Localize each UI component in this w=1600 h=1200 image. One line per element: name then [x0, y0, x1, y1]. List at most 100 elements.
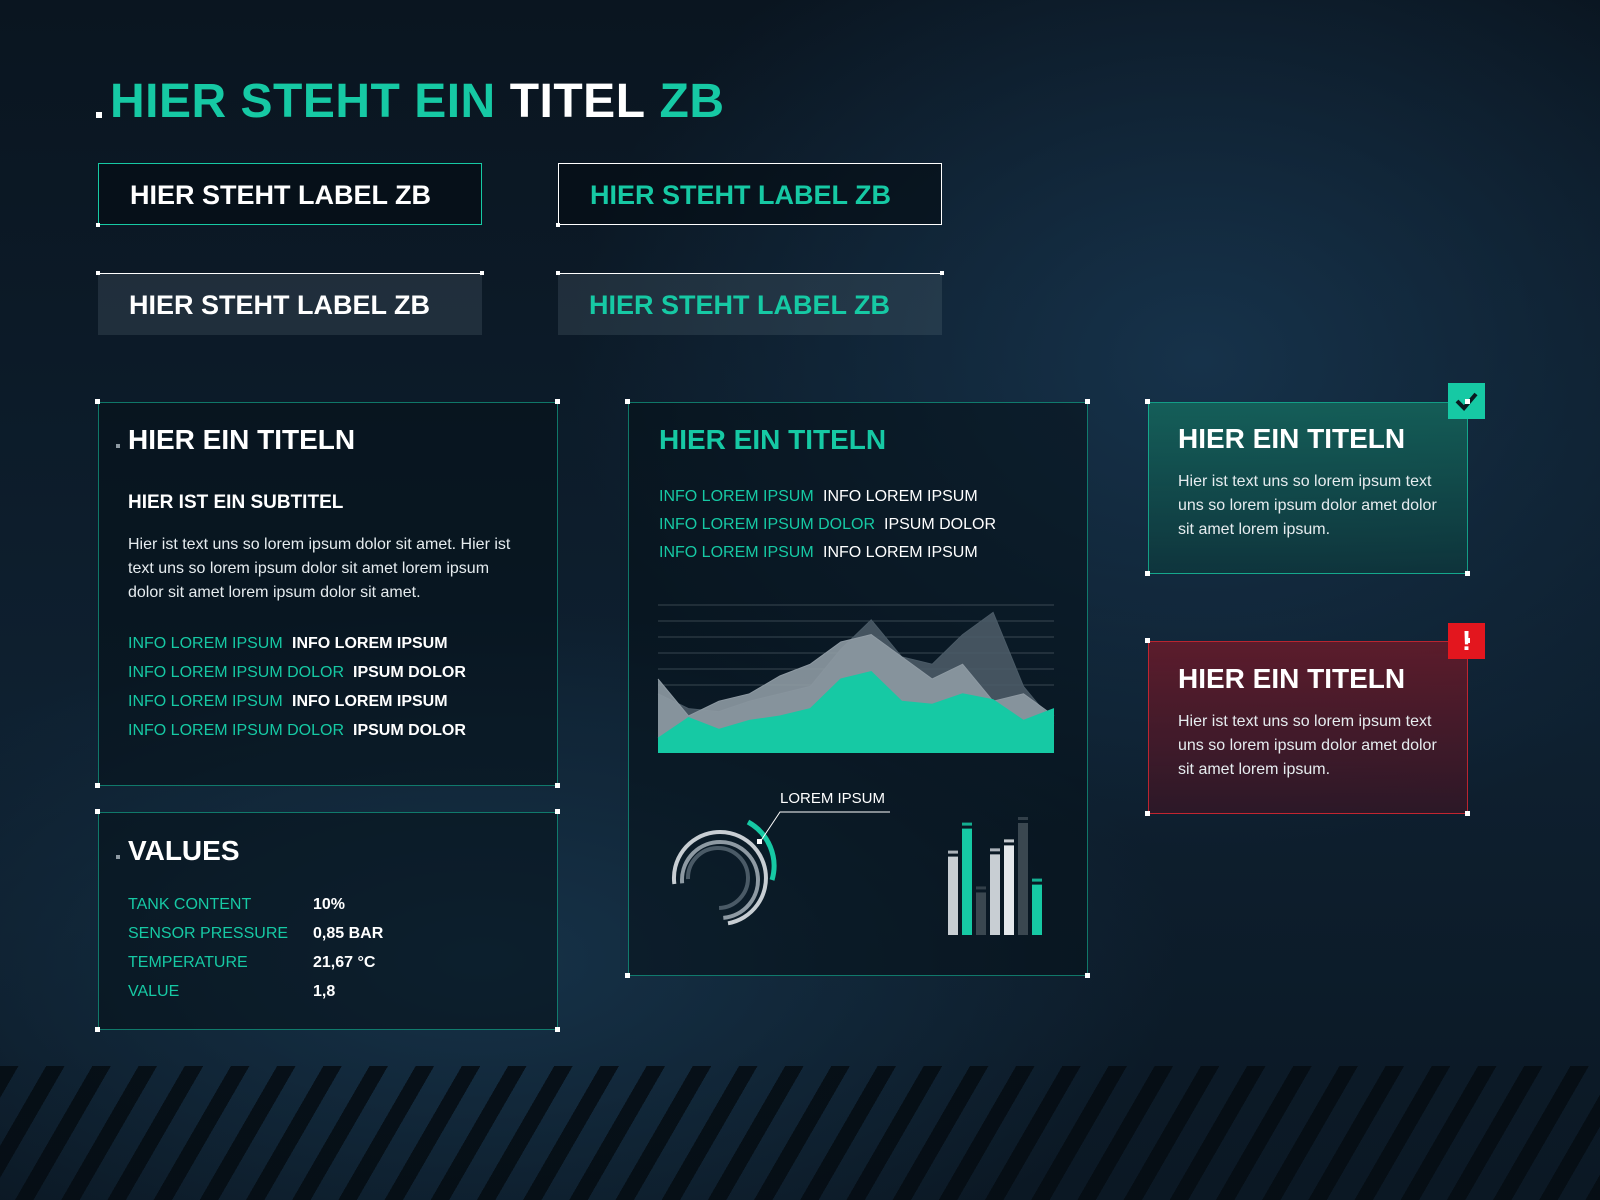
page-title: HIER STEHT EIN TITEL ZB [110, 74, 739, 129]
error-card [1148, 641, 1468, 814]
row-value: 1,8 [313, 983, 336, 1000]
title-dot [96, 112, 102, 118]
bar [1032, 884, 1042, 935]
panel-corner [555, 399, 560, 404]
gauge-arc [686, 846, 750, 910]
panel-corner [95, 783, 100, 788]
check-mark [1455, 392, 1478, 411]
row-value: 0,85 BAR [313, 925, 384, 942]
panel-title: HIER EIN TITELN [659, 424, 887, 455]
row-label: INFO LOREM IPSUM DOLOR [128, 722, 345, 739]
label: HIER STEHT LABEL ZB [98, 273, 482, 335]
panel-title: HIER EIN TITELN [128, 424, 356, 455]
bar [962, 828, 972, 935]
bar [1004, 845, 1014, 935]
panel-corner [1085, 399, 1090, 404]
gauge-leader [759, 811, 890, 843]
panel-title: VALUES [128, 835, 240, 866]
label-corner [96, 271, 100, 275]
panel-corner [555, 809, 560, 814]
gauge-label: LOREM IPSUM [780, 790, 886, 807]
card-title: HIER EIN TITELN [1178, 423, 1406, 454]
label-corner [480, 271, 484, 275]
row-value: INFO LOREM IPSUM [823, 488, 978, 505]
bar-cap [976, 886, 986, 890]
panel-corner [1145, 399, 1150, 404]
bar-cap [1032, 878, 1042, 882]
panel-corner [95, 399, 100, 404]
card-text: Hier ist text uns so lorem ipsum text un… [1178, 713, 1437, 778]
row-label: INFO LOREM IPSUM DOLOR [128, 664, 345, 681]
card-title: HIER EIN TITELN [1178, 663, 1406, 694]
row-value: IPSUM DOLOR [353, 722, 466, 739]
label: HIER STEHT LABEL ZB [98, 163, 482, 225]
bar-cap [990, 848, 1000, 852]
label-corner [940, 271, 944, 275]
row-value: INFO LOREM IPSUM [292, 693, 448, 710]
panel-corner [555, 1027, 560, 1032]
panel-corner [1465, 571, 1470, 576]
row-value: INFO LOREM IPSUM [292, 635, 448, 652]
panel-corner [625, 973, 630, 978]
panel-corner [1145, 811, 1150, 816]
row-label: TEMPERATURE [128, 954, 248, 971]
row-label: SENSOR PRESSURE [128, 925, 289, 942]
panel-corner [1465, 399, 1470, 404]
row-label: INFO LOREM IPSUM [659, 544, 814, 561]
label-corner [556, 271, 560, 275]
bar [976, 892, 986, 935]
gauge-dot [757, 839, 762, 844]
row-value: 10% [313, 896, 346, 913]
row-label: TANK CONTENT [128, 896, 252, 913]
hazard-stripes [0, 1066, 1600, 1200]
gauge-arc [746, 819, 777, 881]
area-line [657, 634, 1055, 717]
panel-corner [1465, 638, 1470, 643]
bar-cap [1004, 839, 1014, 843]
title-part: TITEL [509, 75, 646, 128]
row-value: IPSUM DOLOR [884, 516, 997, 533]
gauge-arc [680, 840, 760, 920]
row-value: INFO LOREM IPSUM [823, 544, 978, 561]
label: HIER STEHT LABEL ZB [558, 163, 942, 225]
row-value: IPSUM DOLOR [353, 664, 466, 681]
panel-subtitle: HIER IST EIN SUBTITEL [128, 492, 344, 513]
row-label: INFO LOREM IPSUM [128, 635, 283, 652]
label-corner [556, 223, 560, 227]
panel-corner [95, 809, 100, 814]
panel-corner [1145, 638, 1150, 643]
bar [1018, 823, 1028, 935]
card-text: Hier ist text uns so lorem ipsum text un… [1178, 473, 1437, 538]
title-dot [116, 444, 120, 448]
panel-corner [1465, 811, 1470, 816]
panel-corner [555, 783, 560, 788]
title-dot [116, 855, 120, 859]
row-label: INFO LOREM IPSUM [128, 693, 283, 710]
panel-text: Hier ist text uns so lorem ipsum dolor s… [128, 536, 511, 601]
bar-cap [962, 822, 972, 826]
check-icon [1455, 392, 1478, 411]
bar-cap [1018, 817, 1028, 820]
row-label: INFO LOREM IPSUM [659, 488, 814, 505]
label: HIER STEHT LABEL ZB [558, 273, 942, 335]
panel-corner [1085, 973, 1090, 978]
bar [990, 854, 1000, 935]
row-label: VALUE [128, 983, 180, 1000]
area-line [657, 671, 1055, 739]
panel-corner [1145, 571, 1150, 576]
bar [948, 856, 958, 935]
row-label: INFO LOREM IPSUM DOLOR [659, 516, 876, 533]
panel-corner [95, 1027, 100, 1032]
title-part: ZB [659, 75, 725, 128]
gauge-arc [671, 830, 768, 926]
success-card [1148, 402, 1468, 574]
label-corner [96, 223, 100, 227]
title-part: HIER STEHT EIN [110, 75, 496, 128]
bar-cap [948, 850, 958, 854]
panel-corner [625, 399, 630, 404]
values-panel [98, 812, 558, 1030]
gauge [671, 811, 890, 926]
